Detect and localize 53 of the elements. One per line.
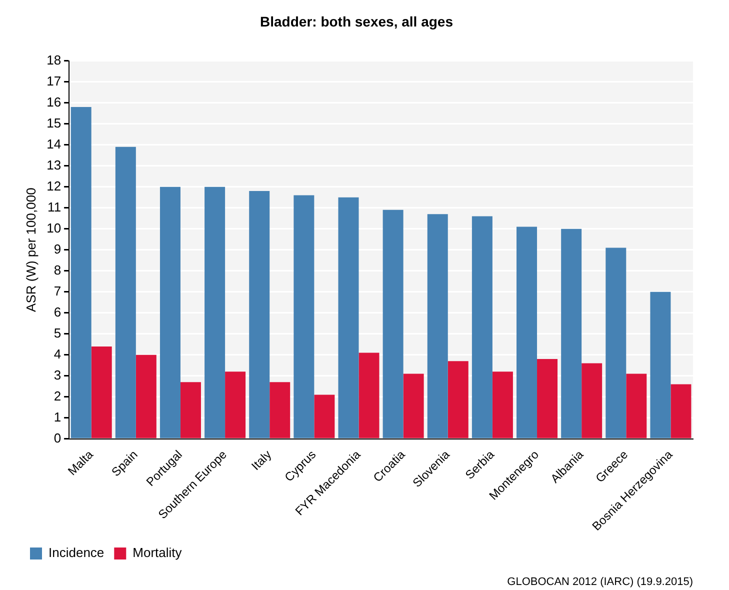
y-tick-label: 15	[46, 115, 62, 130]
y-tick-label: 18	[46, 52, 62, 68]
bar	[270, 382, 290, 438]
y-tick-label: 1	[54, 409, 62, 424]
bar	[249, 191, 270, 438]
y-tick-label: 0	[54, 430, 62, 446]
y-tick-label: 8	[54, 262, 62, 278]
bar	[537, 359, 558, 438]
bar	[448, 361, 468, 438]
y-tick-label: 4	[54, 346, 62, 362]
bar	[606, 248, 626, 438]
bar	[582, 363, 602, 438]
legend-label: Incidence	[48, 545, 104, 560]
bar	[91, 346, 112, 438]
bar	[314, 394, 335, 438]
bar	[650, 292, 671, 438]
bar	[358, 352, 380, 438]
text: GLOBOCAN 2012 (IARC) (19.9.2015)	[507, 576, 693, 588]
y-tick-label: 17	[46, 73, 62, 88]
bar	[561, 228, 582, 438]
y-tick-label: 14	[46, 136, 62, 152]
y-tick-label: 5	[54, 325, 62, 340]
x-tick-label: Italy	[248, 448, 274, 473]
y-tick-label: 9	[54, 241, 62, 256]
y-tick-label: 13	[46, 157, 62, 172]
bar	[180, 382, 201, 438]
chart-title: Bladder: both sexes, all ages	[260, 13, 454, 30]
bar	[626, 374, 647, 438]
bar	[472, 216, 492, 438]
bar	[136, 354, 156, 438]
bar	[294, 195, 314, 438]
bar	[427, 214, 448, 438]
y-tick-label: 2	[54, 388, 62, 404]
y-axis-title: ASR (W) per 100,000	[23, 188, 38, 312]
bar	[225, 372, 246, 438]
y-tick-label: 6	[54, 304, 62, 320]
bar	[516, 226, 538, 438]
y-tick-label: 11	[48, 199, 62, 214]
bar	[403, 374, 424, 438]
bar	[160, 186, 180, 438]
y-tick-label: 16	[46, 94, 62, 110]
y-tick-label: 12	[46, 178, 62, 194]
bar	[338, 197, 359, 438]
y-tick-label: 3	[54, 367, 62, 382]
bar	[670, 384, 692, 438]
bar	[115, 146, 136, 438]
y-tick-label: 7	[54, 283, 62, 298]
bar	[382, 210, 404, 438]
bar	[492, 372, 513, 438]
bar	[70, 107, 92, 438]
legend-label: Mortality	[132, 545, 182, 560]
bar	[204, 186, 226, 438]
y-tick-label: 10	[46, 220, 62, 236]
